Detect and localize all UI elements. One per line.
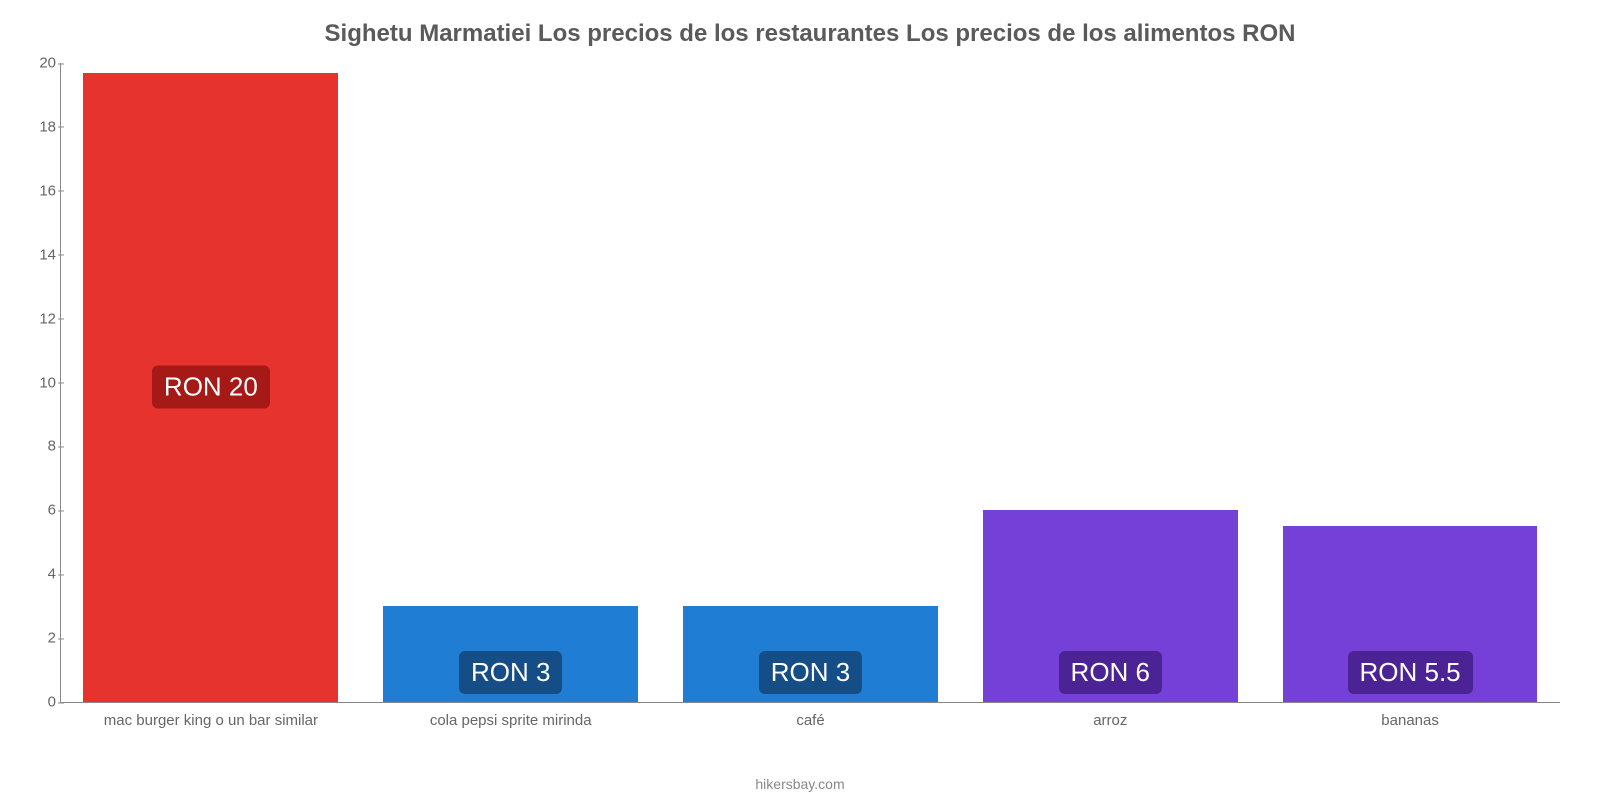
bar-slot: RON 5.5bananas bbox=[1260, 63, 1560, 702]
y-tick: 16 bbox=[16, 182, 56, 199]
bar-slot: RON 3cola pepsi sprite mirinda bbox=[361, 63, 661, 702]
bar: RON 20 bbox=[83, 73, 338, 702]
bar: RON 3 bbox=[683, 606, 938, 702]
y-tick: 18 bbox=[16, 118, 56, 135]
x-axis-label: cola pepsi sprite mirinda bbox=[361, 712, 661, 729]
bar-slot: RON 20mac burger king o un bar similar bbox=[61, 63, 361, 702]
bars-region: RON 20mac burger king o un bar similarRO… bbox=[61, 63, 1560, 702]
bar-value-label: RON 6 bbox=[1059, 651, 1162, 694]
bar-value-label: RON 3 bbox=[759, 651, 862, 694]
y-tick: 8 bbox=[16, 438, 56, 455]
bar: RON 6 bbox=[983, 510, 1238, 702]
bar-value-label: RON 20 bbox=[152, 366, 270, 409]
plot-area: 02468101214161820 RON 20mac burger king … bbox=[60, 63, 1560, 703]
y-tick: 20 bbox=[16, 55, 56, 72]
chart-title: Sighetu Marmatiei Los precios de los res… bbox=[60, 20, 1560, 48]
y-tick: 0 bbox=[16, 694, 56, 711]
y-tick: 6 bbox=[16, 502, 56, 519]
bar: RON 3 bbox=[383, 606, 638, 702]
x-axis-label: bananas bbox=[1260, 712, 1560, 729]
y-tick: 12 bbox=[16, 310, 56, 327]
bar-value-label: RON 5.5 bbox=[1348, 651, 1473, 694]
bar-slot: RON 3café bbox=[661, 63, 961, 702]
x-axis-label: café bbox=[661, 712, 961, 729]
y-tick: 10 bbox=[16, 374, 56, 391]
chart-container: Sighetu Marmatiei Los precios de los res… bbox=[0, 0, 1600, 800]
x-axis-label: arroz bbox=[960, 712, 1260, 729]
attribution-text: hikersbay.com bbox=[755, 776, 844, 792]
bar: RON 5.5 bbox=[1283, 526, 1538, 702]
y-tick: 14 bbox=[16, 246, 56, 263]
y-tick: 2 bbox=[16, 630, 56, 647]
y-axis: 02468101214161820 bbox=[16, 63, 56, 702]
bar-slot: RON 6arroz bbox=[960, 63, 1260, 702]
y-tick: 4 bbox=[16, 566, 56, 583]
x-axis-label: mac burger king o un bar similar bbox=[61, 712, 361, 729]
bar-value-label: RON 3 bbox=[459, 651, 562, 694]
